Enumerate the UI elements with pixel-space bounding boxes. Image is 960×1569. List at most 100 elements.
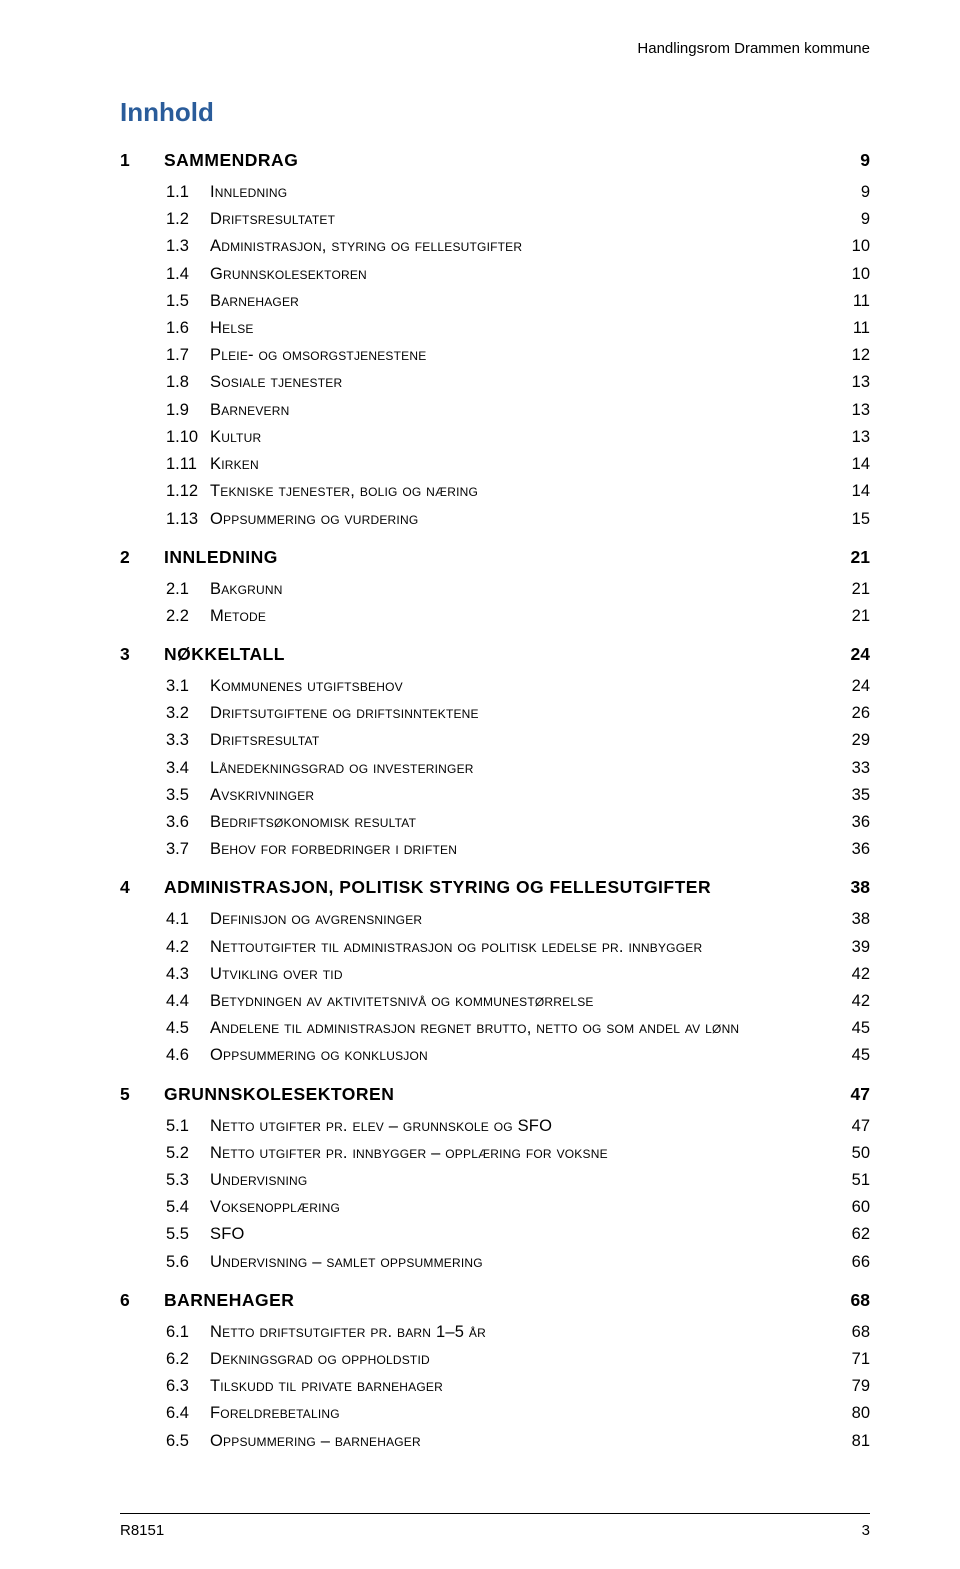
- toc-page: 10: [840, 261, 870, 288]
- toc-page: 68: [840, 1319, 870, 1346]
- toc-text: ADMINISTRASJON, POLITISK STYRING OG FELL…: [164, 877, 711, 897]
- toc-entry[interactable]: 1.13Oppsummering og vurdering15: [120, 506, 870, 533]
- toc-number: 4.6: [166, 1042, 210, 1069]
- toc-label: 1.5Barnehager: [166, 288, 299, 315]
- toc-entry[interactable]: 1.12Tekniske tjenester, bolig og næring1…: [120, 478, 870, 505]
- toc-number: 1.13: [166, 506, 210, 533]
- toc-text: Driftsresultatet: [210, 210, 335, 228]
- toc-entry[interactable]: 1.2Driftsresultatet 9: [120, 206, 870, 233]
- toc-entry[interactable]: 1.1Innledning9: [120, 179, 870, 206]
- toc-number: 1.9: [166, 397, 210, 424]
- toc-entry[interactable]: 5.4Voksenopplæring60: [120, 1194, 870, 1221]
- toc-label: 4.1Definisjon og avgrensninger: [166, 906, 422, 933]
- toc-entry[interactable]: 4.4Betydningen av aktivitetsnivå og komm…: [120, 988, 870, 1015]
- toc-text: BARNEHAGER: [164, 1290, 294, 1310]
- toc-entry[interactable]: 5.5SFO62: [120, 1221, 870, 1248]
- toc-text: Administrasjon, styring og fellesutgifte…: [210, 237, 522, 255]
- toc-entry[interactable]: 3.3Driftsresultat29: [120, 727, 870, 754]
- toc-entry[interactable]: 3.6Bedriftsøkonomisk resultat36: [120, 809, 870, 836]
- toc-label: 3.1Kommunenes utgiftsbehov: [166, 673, 403, 700]
- toc-text: Barnevern: [210, 401, 290, 419]
- toc-entry[interactable]: 1.10Kultur13: [120, 424, 870, 451]
- toc-entry[interactable]: 1SAMMENDRAG9: [120, 146, 870, 175]
- toc-number: 6.5: [166, 1428, 210, 1455]
- toc-page: 13: [840, 369, 870, 396]
- toc-entry[interactable]: 6.1Netto driftsutgifter pr. barn 1–5 år6…: [120, 1319, 870, 1346]
- toc-entry[interactable]: 1.3Administrasjon, styring og fellesutgi…: [120, 233, 870, 260]
- toc-text: Sosiale tjenester: [210, 373, 342, 391]
- toc-label: 1.12Tekniske tjenester, bolig og næring: [166, 478, 478, 505]
- toc-number: 1.6: [166, 315, 210, 342]
- toc-text: Lånedekningsgrad og investeringer: [210, 759, 474, 777]
- toc-number: 6.3: [166, 1373, 210, 1400]
- toc-entry[interactable]: 4.5Andelene til administrasjon regnet br…: [120, 1015, 870, 1042]
- toc-entry[interactable]: 1.4Grunnskolesektoren10: [120, 261, 870, 288]
- toc-title: Innhold: [120, 97, 870, 128]
- toc-entry[interactable]: 4.6Oppsummering og konklusjon45: [120, 1042, 870, 1069]
- toc-text: Netto utgifter pr. innbygger – opplæring…: [210, 1144, 608, 1162]
- toc-entry[interactable]: 3.5Avskrivninger35: [120, 782, 870, 809]
- toc-label: 3.2Driftsutgiftene og driftsinntektene: [166, 700, 479, 727]
- toc-number: 1: [120, 146, 164, 175]
- toc-number: 3.3: [166, 727, 210, 754]
- toc-entry[interactable]: 3.7Behov for forbedringer i driften36: [120, 836, 870, 863]
- toc-page: 9: [849, 206, 870, 233]
- toc-number: 1.3: [166, 233, 210, 260]
- toc-entry[interactable]: 5GRUNNSKOLESEKTOREN47: [120, 1080, 870, 1109]
- toc-number: 6.2: [166, 1346, 210, 1373]
- toc-text: Behov for forbedringer i driften: [210, 840, 457, 858]
- toc-entry[interactable]: 1.11Kirken14: [120, 451, 870, 478]
- toc-entry[interactable]: 3.1Kommunenes utgiftsbehov24: [120, 673, 870, 700]
- page: Handlingsrom Drammen kommune Innhold 1SA…: [0, 0, 960, 1569]
- toc-entry[interactable]: 6BARNEHAGER68: [120, 1286, 870, 1315]
- toc-number: 2.1: [166, 576, 210, 603]
- toc-label: 3.6Bedriftsøkonomisk resultat: [166, 809, 416, 836]
- toc-entry[interactable]: 4ADMINISTRASJON, POLITISK STYRING OG FEL…: [120, 873, 870, 902]
- toc-label: 6.5Oppsummering – barnehager: [166, 1428, 421, 1455]
- toc-entry[interactable]: 5.2Netto utgifter pr. innbygger – opplær…: [120, 1140, 870, 1167]
- toc-number: 1.5: [166, 288, 210, 315]
- toc-text: Netto utgifter pr. elev – grunnskole og …: [210, 1117, 552, 1135]
- toc-page: 35: [840, 782, 870, 809]
- toc-entry[interactable]: 4.1Definisjon og avgrensninger38: [120, 906, 870, 933]
- toc-entry[interactable]: 6.2Dekningsgrad og oppholdstid71: [120, 1346, 870, 1373]
- toc-label: 1SAMMENDRAG: [120, 146, 298, 175]
- toc-entry[interactable]: 6.3Tilskudd til private barnehager79: [120, 1373, 870, 1400]
- toc-entry[interactable]: 2.1Bakgrunn21: [120, 576, 870, 603]
- toc-entry[interactable]: 4.3Utvikling over tid42: [120, 961, 870, 988]
- toc-entry[interactable]: 5.3Undervisning51: [120, 1167, 870, 1194]
- toc-number: 1.12: [166, 478, 210, 505]
- toc-label: 1.11Kirken: [166, 451, 259, 478]
- toc-number: 5: [120, 1080, 164, 1109]
- toc-entry[interactable]: 2INNLEDNING21: [120, 543, 870, 572]
- running-header: Handlingsrom Drammen kommune: [120, 40, 870, 57]
- toc-page: 81: [840, 1428, 870, 1455]
- toc-number: 5.1: [166, 1113, 210, 1140]
- toc-entry[interactable]: 3.2Driftsutgiftene og driftsinntektene26: [120, 700, 870, 727]
- toc-entry[interactable]: 5.6Undervisning – samlet oppsummering 66: [120, 1249, 870, 1276]
- toc-label: 2INNLEDNING: [120, 543, 278, 572]
- toc-entry[interactable]: 1.7Pleie- og omsorgstjenestene12: [120, 342, 870, 369]
- toc-text: Innledning: [210, 183, 287, 201]
- toc-entry[interactable]: 6.5Oppsummering – barnehager 81: [120, 1428, 870, 1455]
- toc-text: Foreldrebetaling: [210, 1404, 340, 1422]
- toc-entry[interactable]: 1.6Helse11: [120, 315, 870, 342]
- toc-text: Andelene til administrasjon regnet brutt…: [210, 1019, 739, 1037]
- toc-entry[interactable]: 2.2Metode21: [120, 603, 870, 630]
- toc-text: Barnehager: [210, 292, 299, 310]
- toc-entry[interactable]: 1.5Barnehager11: [120, 288, 870, 315]
- toc-number: 1.2: [166, 206, 210, 233]
- toc-page: 66: [840, 1249, 870, 1276]
- toc-entry[interactable]: 5.1Netto utgifter pr. elev – grunnskole …: [120, 1113, 870, 1140]
- toc-entry[interactable]: 3NØKKELTALL24: [120, 640, 870, 669]
- toc-entry[interactable]: 3.4Lånedekningsgrad og investeringer33: [120, 755, 870, 782]
- toc-entry[interactable]: 1.9Barnevern13: [120, 397, 870, 424]
- toc-entry[interactable]: 1.8Sosiale tjenester13: [120, 369, 870, 396]
- toc-text: Undervisning – samlet oppsummering: [210, 1253, 483, 1271]
- toc-text: Driftsresultat: [210, 731, 319, 749]
- toc-number: 1.7: [166, 342, 210, 369]
- toc-entry[interactable]: 6.4Foreldrebetaling80: [120, 1400, 870, 1427]
- toc-page: 47: [840, 1113, 870, 1140]
- toc-number: 5.6: [166, 1249, 210, 1276]
- toc-entry[interactable]: 4.2Nettoutgifter til administrasjon og p…: [120, 934, 870, 961]
